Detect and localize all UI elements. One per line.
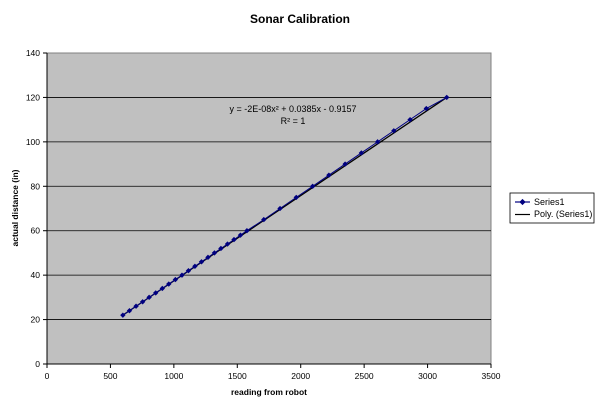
plot-area [46, 52, 492, 365]
y-tick-label: 40 [31, 270, 41, 280]
x-tick-label: 2000 [291, 371, 310, 381]
grid-lines [47, 97, 491, 320]
chart-title: Sonar Calibration [250, 12, 350, 26]
y-tick-label: 0 [35, 359, 40, 369]
legend-trendline-label: Poly. (Series1) [534, 209, 592, 219]
x-tick-label: 0 [45, 371, 50, 381]
x-axis-title: reading from robot [231, 387, 307, 397]
x-tick-label: 3000 [418, 371, 437, 381]
y-tick-label: 60 [31, 226, 41, 236]
legend-series1-label: Series1 [534, 197, 565, 207]
trendline-equation: y = -2E-08x² + 0.0385x - 0.9157 [229, 104, 356, 114]
y-tick-label: 120 [26, 92, 40, 102]
legend-box [509, 192, 595, 224]
y-tick-label: 20 [31, 315, 41, 325]
y-tick-label: 100 [26, 137, 40, 147]
trendline-r-squared: R² = 1 [281, 116, 306, 126]
x-tick-label: 1000 [164, 371, 183, 381]
y-axis-ticks: 0 20 40 60 80 100 120 140 [26, 48, 47, 369]
x-tick-label: 500 [103, 371, 117, 381]
y-axis-title: actual distance (in) [10, 169, 20, 246]
y-tick-label: 80 [31, 181, 41, 191]
y-tick-label: 140 [26, 48, 40, 58]
x-tick-label: 2500 [355, 371, 374, 381]
legend: Series1 Poly. (Series1) [509, 192, 595, 224]
x-tick-label: 3500 [482, 371, 501, 381]
x-axis-ticks: 0 500 1000 1500 2000 2500 3000 3500 [45, 364, 501, 381]
x-tick-label: 1500 [228, 371, 247, 381]
